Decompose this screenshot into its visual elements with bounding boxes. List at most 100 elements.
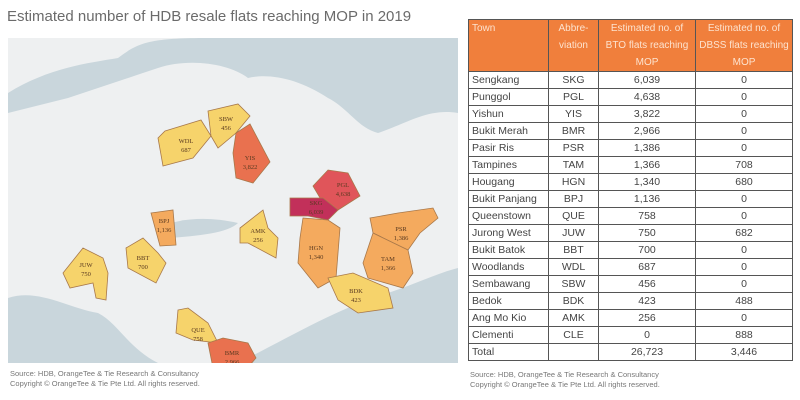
cell-town: Sengkang xyxy=(468,71,549,89)
cell-bto: 6,039 xyxy=(598,71,696,89)
town-abbr-label: SBW xyxy=(219,116,234,123)
cell-bto: 26,723 xyxy=(598,343,696,361)
table-row: Sengkang SKG 6,039 0 xyxy=(468,71,793,89)
cell-dbss: 0 xyxy=(695,275,793,293)
table-row: Bukit Merah BMR 2,966 0 xyxy=(468,122,793,140)
town-abbr-label: PSR xyxy=(395,226,407,233)
cell-abbreviation: TAM xyxy=(548,156,599,174)
town-region-bbt: BBT 700 xyxy=(125,237,167,284)
town-value-label: 1,340 xyxy=(309,254,324,261)
town-value-label: 700 xyxy=(138,264,148,271)
cell-dbss: 0 xyxy=(695,190,793,208)
cell-town: Total xyxy=(468,343,549,361)
town-value-label: 687 xyxy=(181,147,192,154)
cell-bto: 1,136 xyxy=(598,190,696,208)
table-row: Jurong West JUW 750 682 xyxy=(468,224,793,242)
cell-dbss: 708 xyxy=(695,156,793,174)
town-abbr-label: BDK xyxy=(349,288,363,295)
cell-dbss: 0 xyxy=(695,71,793,89)
table-row: Queenstown QUE 758 0 xyxy=(468,207,793,225)
cell-abbreviation: BDK xyxy=(548,292,599,310)
header-town: Town xyxy=(468,19,549,72)
town-shape xyxy=(297,217,341,289)
town-shape xyxy=(150,209,177,247)
cell-bto: 4,638 xyxy=(598,88,696,106)
town-abbr-label: SKG xyxy=(309,200,322,207)
town-abbr-label: TAM xyxy=(381,256,395,263)
cell-bto: 1,366 xyxy=(598,156,696,174)
cell-town: Bedok xyxy=(468,292,549,310)
cell-dbss: 682 xyxy=(695,224,793,242)
cell-dbss: 0 xyxy=(695,139,793,157)
cell-abbreviation: BBT xyxy=(548,241,599,259)
town-value-label: 423 xyxy=(351,297,361,304)
cell-bto: 687 xyxy=(598,258,696,276)
copyright-text: Copyright © OrangeTee & Tie Pte Ltd. All… xyxy=(10,379,200,388)
town-value-label: 1,386 xyxy=(394,235,409,242)
cell-dbss: 0 xyxy=(695,207,793,225)
town-value-label: 1,136 xyxy=(157,227,172,234)
cell-dbss: 0 xyxy=(695,241,793,259)
town-abbr-label: BBT xyxy=(137,255,150,262)
town-value-label: 758 xyxy=(193,336,203,343)
table-row: Yishun YIS 3,822 0 xyxy=(468,105,793,123)
cell-town: Punggol xyxy=(468,88,549,106)
cell-dbss: 0 xyxy=(695,122,793,140)
town-region-bpj: BPJ 1,136 xyxy=(150,209,177,247)
cell-abbreviation: JUW xyxy=(548,224,599,242)
town-shape xyxy=(232,123,271,184)
cell-dbss: 488 xyxy=(695,292,793,310)
town-shape xyxy=(125,237,167,284)
town-abbr-label: JUW xyxy=(79,262,93,269)
cell-abbreviation: YIS xyxy=(548,105,599,123)
cell-town: Bukit Merah xyxy=(468,122,549,140)
town-region-yis: YIS 3,822 xyxy=(232,123,271,184)
cell-bto: 2,966 xyxy=(598,122,696,140)
town-abbr-label: QUE xyxy=(191,327,204,334)
cell-town: Pasir Ris xyxy=(468,139,549,157)
town-shape xyxy=(62,247,109,301)
map-water-north-strait xyxy=(8,38,458,133)
singapore-map: WDL 687 SBW 456 YIS 3,822 PGL 4,638 SKG 6,039 AMK 2… xyxy=(8,38,458,363)
table-row: Woodlands WDL 687 0 xyxy=(468,258,793,276)
cell-abbreviation: CLE xyxy=(548,326,599,344)
town-region-wdl: WDL 687 xyxy=(157,119,212,167)
table-row: Bukit Panjang BPJ 1,136 0 xyxy=(468,190,793,208)
source-text: Source: HDB, OrangeTee & Tie Research & … xyxy=(470,370,659,379)
town-shape xyxy=(157,119,212,167)
town-abbr-label: PGL xyxy=(337,182,349,189)
cell-abbreviation: QUE xyxy=(548,207,599,225)
header-abbreviation: Abbre-viation xyxy=(548,19,599,72)
table-row: Clementi CLE 0 888 xyxy=(468,326,793,344)
cell-town: Woodlands xyxy=(468,258,549,276)
cell-dbss: 680 xyxy=(695,173,793,191)
town-shape xyxy=(327,272,394,314)
cell-bto: 3,822 xyxy=(598,105,696,123)
cell-bto: 750 xyxy=(598,224,696,242)
cell-abbreviation: SKG xyxy=(548,71,599,89)
town-value-label: 750 xyxy=(81,271,91,278)
map-water-southeast xyxy=(238,268,458,363)
town-value-label: 456 xyxy=(221,125,232,132)
town-region-amk: AMK 256 xyxy=(239,209,279,259)
source-note-right: Source: HDB, OrangeTee & Tie Research & … xyxy=(470,370,660,390)
cell-dbss: 0 xyxy=(695,105,793,123)
town-shape xyxy=(239,209,279,259)
map-water-southwest xyxy=(8,295,158,363)
town-value-label: 4,638 xyxy=(336,191,351,198)
town-value-label: 3,822 xyxy=(243,164,258,171)
town-abbr-label: WDL xyxy=(179,138,194,145)
mop-table: Town Abbre-viation Estimated no. of BTO … xyxy=(468,19,793,361)
table-header-row: Town Abbre-viation Estimated no. of BTO … xyxy=(468,19,793,72)
table-row: Bedok BDK 423 488 xyxy=(468,292,793,310)
cell-abbreviation: BPJ xyxy=(548,190,599,208)
copyright-text: Copyright © OrangeTee & Tie Pte Ltd. All… xyxy=(470,380,660,389)
cell-bto: 1,386 xyxy=(598,139,696,157)
cell-town: Clementi xyxy=(468,326,549,344)
town-abbr-label: HGN xyxy=(309,245,323,252)
cell-bto: 456 xyxy=(598,275,696,293)
cell-bto: 700 xyxy=(598,241,696,259)
cell-abbreviation: BMR xyxy=(548,122,599,140)
cell-dbss: 0 xyxy=(695,309,793,327)
table-row: Punggol PGL 4,638 0 xyxy=(468,88,793,106)
